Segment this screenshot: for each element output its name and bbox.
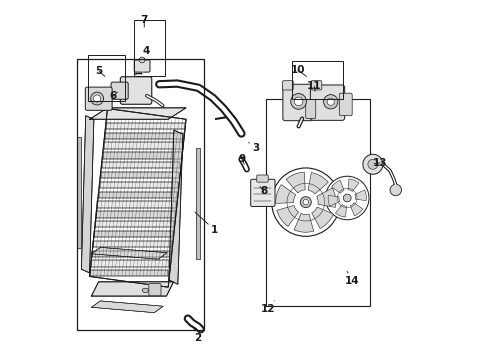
Text: 2: 2	[193, 327, 201, 343]
Text: 4: 4	[142, 46, 149, 59]
Polygon shape	[104, 143, 183, 149]
Wedge shape	[355, 190, 367, 201]
Polygon shape	[92, 251, 171, 257]
Polygon shape	[94, 231, 172, 237]
FancyBboxPatch shape	[85, 87, 112, 111]
Circle shape	[271, 168, 340, 236]
Polygon shape	[92, 301, 163, 313]
Circle shape	[368, 159, 378, 169]
Text: 8: 8	[260, 186, 267, 197]
Wedge shape	[308, 172, 328, 194]
Bar	[134, 20, 165, 76]
Polygon shape	[92, 247, 167, 259]
Circle shape	[91, 92, 103, 105]
Polygon shape	[106, 123, 185, 129]
Text: 13: 13	[373, 158, 387, 168]
Polygon shape	[98, 201, 176, 208]
Circle shape	[139, 57, 145, 63]
FancyBboxPatch shape	[283, 81, 293, 90]
Wedge shape	[294, 213, 314, 232]
FancyBboxPatch shape	[339, 93, 352, 116]
Circle shape	[343, 194, 351, 202]
FancyBboxPatch shape	[149, 284, 161, 296]
Wedge shape	[332, 180, 344, 193]
Polygon shape	[105, 132, 184, 139]
Polygon shape	[91, 260, 170, 267]
Bar	[77, 59, 204, 330]
Polygon shape	[92, 282, 173, 296]
Polygon shape	[95, 221, 174, 227]
Bar	[77, 137, 81, 248]
Polygon shape	[90, 108, 186, 119]
FancyBboxPatch shape	[283, 84, 313, 121]
Polygon shape	[98, 192, 177, 198]
Text: 9: 9	[239, 154, 245, 164]
Wedge shape	[277, 206, 298, 226]
Circle shape	[291, 94, 306, 109]
FancyBboxPatch shape	[111, 82, 128, 99]
Polygon shape	[103, 152, 182, 158]
Polygon shape	[93, 241, 172, 247]
Circle shape	[300, 197, 311, 208]
FancyBboxPatch shape	[251, 179, 275, 206]
Wedge shape	[328, 195, 340, 206]
Wedge shape	[336, 204, 346, 217]
Circle shape	[303, 199, 309, 205]
Polygon shape	[97, 211, 175, 217]
Wedge shape	[350, 203, 363, 216]
FancyBboxPatch shape	[121, 77, 152, 104]
Text: 10: 10	[291, 65, 306, 76]
Bar	[88, 55, 125, 102]
Text: 11: 11	[307, 81, 321, 91]
Polygon shape	[102, 162, 180, 168]
Text: 14: 14	[345, 271, 360, 286]
Bar	[196, 148, 199, 258]
Circle shape	[94, 95, 100, 102]
Text: 3: 3	[248, 143, 259, 153]
Wedge shape	[348, 179, 359, 192]
Polygon shape	[81, 116, 94, 273]
Polygon shape	[169, 130, 183, 284]
FancyBboxPatch shape	[257, 175, 268, 182]
Text: 5: 5	[96, 66, 105, 76]
Ellipse shape	[142, 288, 148, 293]
Text: 12: 12	[261, 301, 275, 314]
Polygon shape	[90, 270, 168, 276]
Wedge shape	[276, 185, 296, 203]
Circle shape	[363, 154, 383, 174]
Polygon shape	[101, 172, 179, 178]
FancyBboxPatch shape	[310, 85, 344, 120]
Polygon shape	[99, 182, 178, 188]
Wedge shape	[312, 207, 333, 229]
Text: 7: 7	[141, 15, 148, 27]
Text: 1: 1	[195, 212, 218, 235]
Circle shape	[294, 97, 303, 106]
Circle shape	[390, 184, 401, 196]
Bar	[292, 61, 343, 99]
Wedge shape	[317, 188, 336, 207]
Bar	[267, 99, 370, 306]
Circle shape	[325, 176, 369, 220]
Circle shape	[327, 98, 334, 105]
FancyBboxPatch shape	[311, 81, 322, 90]
Wedge shape	[286, 172, 305, 193]
FancyBboxPatch shape	[134, 60, 150, 72]
FancyBboxPatch shape	[306, 100, 316, 118]
Circle shape	[323, 95, 338, 109]
Text: 6: 6	[109, 91, 118, 102]
